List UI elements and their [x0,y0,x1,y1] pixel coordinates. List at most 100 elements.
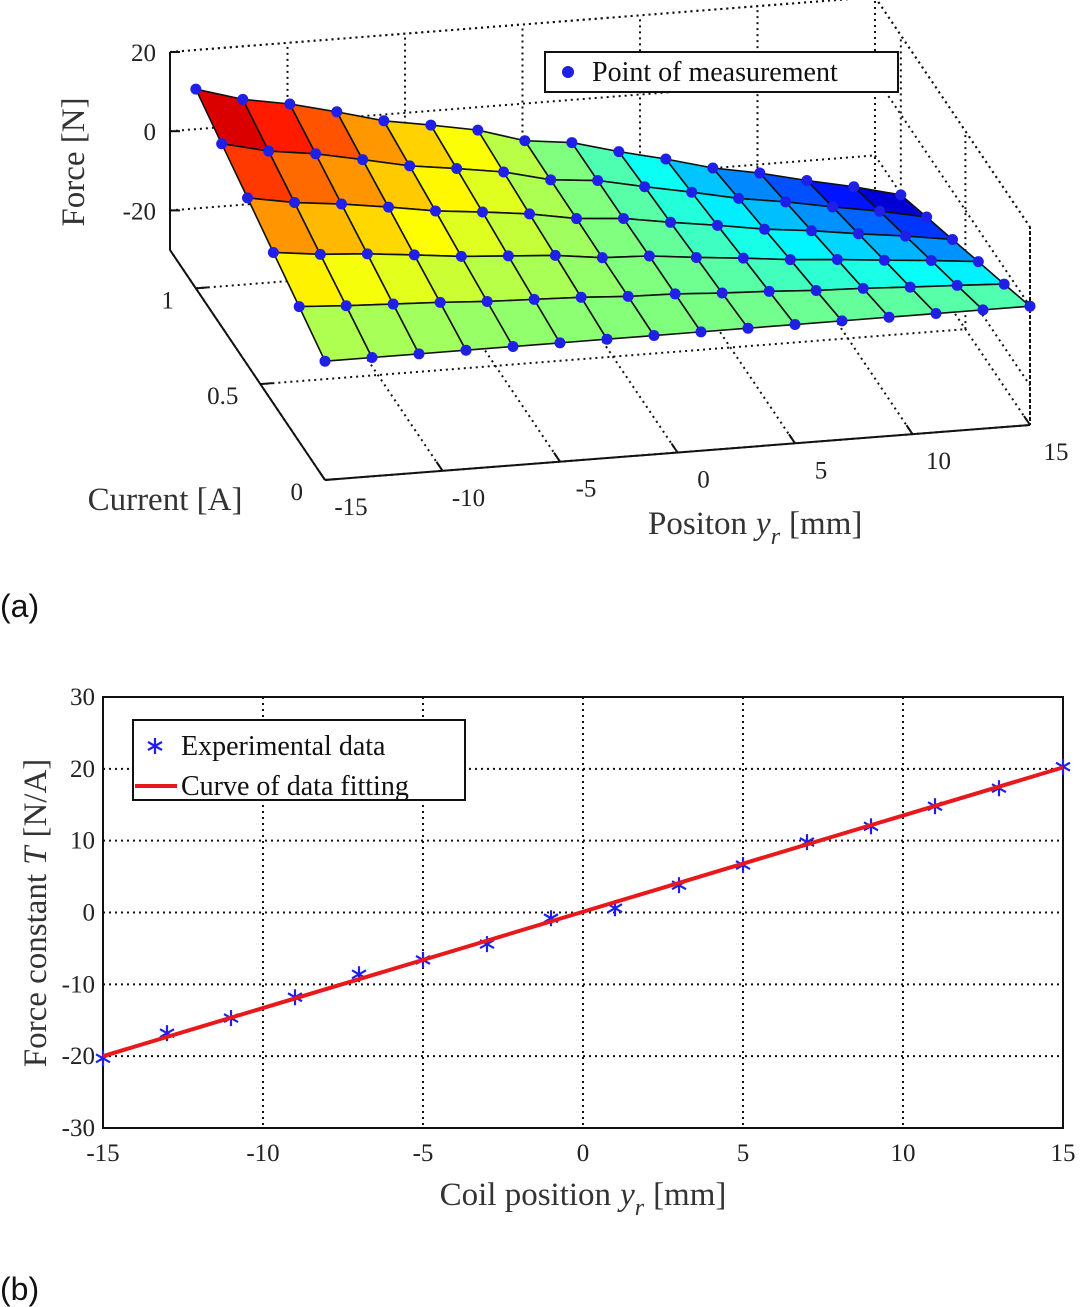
measurement-point [613,146,625,158]
plot-frame [102,696,1064,1129]
y-tick-label: 30 [70,684,95,711]
measurement-point [451,163,463,175]
measurement-point [763,285,775,297]
measurement-point [925,255,937,267]
measurement-point [519,135,531,147]
measurement-point [643,250,655,262]
measurement-point [408,249,420,261]
measurement-point [998,278,1010,290]
marker-stroke [351,969,367,980]
x-axis-label-symbol: y [753,506,771,542]
y-tick-label: 0.5 [207,383,238,410]
measurement-point [622,290,634,302]
measurement-point [601,333,613,345]
measurement-point [554,337,566,349]
y-tick-label: 20 [70,756,95,783]
measurement-point [404,160,416,172]
legend-box [132,719,466,801]
legend-label: Curve of data fitting [181,771,409,802]
measurement-point [425,119,437,131]
legend-label: Point of measurement [592,57,838,88]
measurement-point [216,138,228,150]
x-axis-label-text: Positon [648,506,747,542]
marker-stroke [147,741,163,751]
measurement-point [387,298,399,310]
y-axis-label-text: Force constant [18,874,54,1067]
x-tick [670,442,679,454]
x-axis-label-subscript: r [635,1195,645,1221]
x-tick-label: 10 [891,1140,916,1167]
legend-label: Experimental data [181,731,386,762]
x-tick-label: 15 [1044,439,1069,466]
measurement-point [524,208,535,220]
measurement-point [314,248,326,260]
x-tick-label: -15 [86,1140,119,1167]
measurement-point [571,213,582,225]
legend-box [544,51,899,93]
measurement-point [759,223,770,235]
measurement-point [951,279,963,291]
measurement-point [947,234,958,246]
x-axis-label-subscript: r [771,524,781,550]
asterisk-marker [147,738,163,754]
measurement-point [592,175,604,187]
measurement-point [780,196,792,208]
y-tick-label: -20 [62,1043,95,1070]
measurement-point [1024,300,1036,312]
legend-marker [562,66,574,78]
y-tick-label: -10 [62,971,95,998]
measurement-point [336,198,347,210]
measurement-point [972,256,984,268]
measurement-point [596,252,608,264]
measurement-point [455,250,467,262]
measurement-point [502,250,514,262]
y-tick-label: 0 [291,479,304,506]
measurement-point [827,201,839,213]
y-tick [195,286,208,290]
measurement-point [977,304,989,316]
measurement-point [331,106,343,118]
measurement-point [665,216,676,228]
measurement-point [378,115,390,127]
y-tick-label: 0 [83,900,96,927]
measurement-point [618,212,629,224]
measurement-point [686,186,698,198]
measurement-point [904,281,916,293]
x-tick [318,470,326,481]
measurement-point [742,322,754,334]
y-tick-label: 10 [70,828,95,855]
measurement-point [848,181,860,193]
marker-stroke [607,903,623,914]
panel-b: (b) -30 -20 -10 0 10 20 30 -15 -10 -5 0 5 10 15 Coil po… [0,684,1076,1307]
measurement-point [737,252,749,264]
x-axis-label-symbol: y [617,1177,635,1213]
measurement-point [900,230,911,242]
x-tick-label: -10 [246,1140,279,1167]
measurement-point [874,205,886,217]
measurement-point [801,174,813,186]
measurement-point [267,246,279,258]
measurement-point [690,251,702,263]
y-tick-label: 1 [161,287,174,314]
measurement-point [639,181,651,193]
y-axis-label-unit: [N/A] [18,759,54,838]
z-axis-label: Force [N] [56,97,92,226]
x-tick [553,452,561,463]
measurement-point [481,295,493,307]
measurement-point [460,344,472,356]
y-tick [260,382,273,386]
measurement-point [190,83,202,95]
x-axis-label: Coil position yr [mm] [440,1177,727,1221]
x-tick [1023,415,1031,426]
measurement-point [831,254,843,266]
measurement-point [310,148,322,160]
z-tick-label: -20 [123,198,156,225]
measurement-point [566,137,578,149]
x-tick-label: -5 [576,476,597,503]
measurement-point [498,166,510,178]
x-tick-label: 10 [926,448,951,475]
measurement-point [895,189,907,201]
measurement-point [263,145,275,157]
measurement-point [789,319,801,331]
